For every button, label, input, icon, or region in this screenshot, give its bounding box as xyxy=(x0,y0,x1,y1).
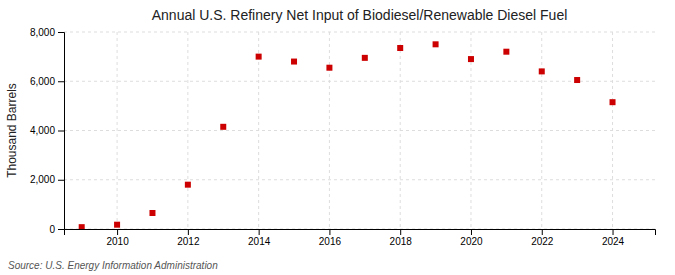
point xyxy=(610,99,616,105)
chart-container: 2010 2012 2014 2016 2018 2020 2022 2024 0 2,000 4,… xyxy=(0,0,675,275)
point xyxy=(149,210,155,216)
y-tick-mark xyxy=(58,229,64,230)
x-tick: 2018 xyxy=(390,229,413,247)
x-tick-mark xyxy=(400,229,401,235)
x-tick-mark xyxy=(259,229,260,235)
chart-svg: 2010 2012 2014 2016 2018 2020 2022 2024 0 2,000 4,… xyxy=(0,0,675,275)
y-tick-label: 6,000 xyxy=(30,76,55,87)
y-tick-mark xyxy=(58,81,64,82)
x-tick-mark xyxy=(471,229,472,235)
point xyxy=(574,77,580,83)
point xyxy=(220,124,226,130)
x-tick-label: 2016 xyxy=(319,236,342,247)
y-tick-mark xyxy=(58,180,64,181)
x-tick-label: 2010 xyxy=(106,236,129,247)
point xyxy=(256,54,262,60)
y-tick: 8,000 xyxy=(30,27,64,38)
y-tick-mark xyxy=(58,32,64,33)
grid-line-x xyxy=(541,32,542,229)
x-tick: 2016 xyxy=(319,229,342,247)
x-tick-label: 2022 xyxy=(531,236,554,247)
x-tick: 2010 xyxy=(106,229,129,247)
grid-line-y xyxy=(64,32,655,33)
y-tick-label: 8,000 xyxy=(30,27,55,38)
x-tick-label: 2020 xyxy=(460,236,483,247)
x-tick-mark xyxy=(613,229,614,235)
source-note: Source: U.S. Energy Information Administ… xyxy=(8,260,218,271)
point xyxy=(539,68,545,74)
y-axis-title: Thousand Barrels xyxy=(5,83,19,178)
point xyxy=(185,182,191,188)
point xyxy=(79,224,85,229)
y-tick: 0 xyxy=(49,224,64,235)
y-tick-label: 4,000 xyxy=(30,125,55,136)
plot-area xyxy=(79,41,616,229)
point xyxy=(326,65,332,71)
x-axis-line xyxy=(65,230,656,236)
x-tick-mark xyxy=(542,229,543,235)
grid-line-x xyxy=(187,32,188,229)
y-tick: 4,000 xyxy=(30,125,64,136)
y-tick-label: 2,000 xyxy=(30,174,55,185)
x-tick-label: 2014 xyxy=(248,236,271,247)
title: Annual U.S. Refinery Net Input of Biodie… xyxy=(152,7,568,23)
x-tick-label: 2024 xyxy=(602,236,625,247)
x-tick-label: 2012 xyxy=(177,236,200,247)
grid-line-y xyxy=(64,81,655,82)
point xyxy=(433,41,439,47)
point xyxy=(468,56,474,62)
y-tick-mark xyxy=(58,131,64,132)
point xyxy=(362,55,368,61)
x-tick-label: 2018 xyxy=(390,236,413,247)
x-tick: 2024 xyxy=(602,229,625,247)
grid-line-y xyxy=(64,179,655,180)
point xyxy=(291,59,297,65)
y-tick-label: 0 xyxy=(49,224,55,235)
x-tick-mark xyxy=(329,229,330,235)
x-tick-mark xyxy=(117,229,118,235)
point xyxy=(397,45,403,51)
x-tick: 2012 xyxy=(177,229,200,247)
grid xyxy=(64,32,655,229)
y-axis: 0 2,000 4,000 6,000 8,000 xyxy=(30,27,65,235)
y-axis-line xyxy=(58,33,65,230)
grid-line-x xyxy=(117,32,118,229)
grid-line-y xyxy=(64,130,655,131)
x-tick-mark xyxy=(188,229,189,235)
x-tick: 2020 xyxy=(460,229,483,247)
y-tick: 6,000 xyxy=(30,76,64,87)
x-axis: 2010 2012 2014 2016 2018 2020 2022 2024 xyxy=(65,229,656,247)
y-tick: 2,000 xyxy=(30,174,64,185)
x-tick: 2022 xyxy=(531,229,554,247)
x-tick: 2014 xyxy=(248,229,271,247)
point xyxy=(114,222,120,228)
point xyxy=(503,49,509,55)
